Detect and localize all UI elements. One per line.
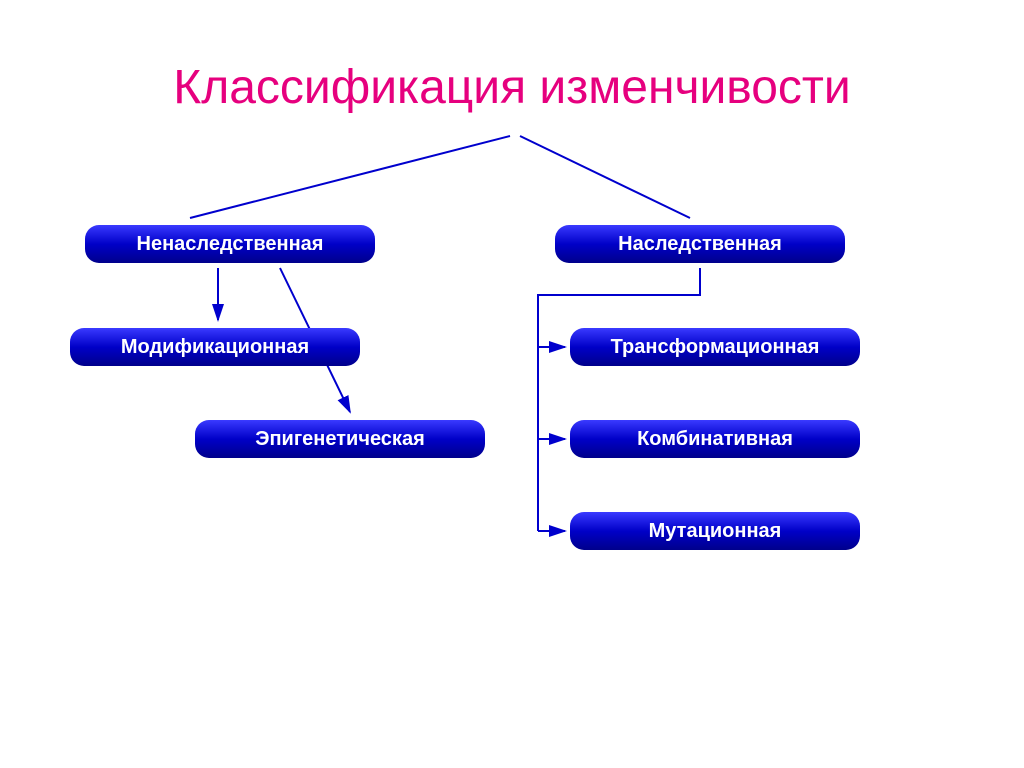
node-modif: Модификационная: [70, 328, 360, 366]
node-mutat: Мутационная: [570, 512, 860, 550]
node-transf: Трансформационная: [570, 328, 860, 366]
node-hered: Наследственная: [555, 225, 845, 263]
node-epigen: Эпигенетическая: [195, 420, 485, 458]
node-combin: Комбинативная: [570, 420, 860, 458]
node-nonhered: Ненаследственная: [85, 225, 375, 263]
connector-layer: [0, 0, 1024, 768]
diagram-title: Классификация изменчивости: [0, 60, 1024, 115]
